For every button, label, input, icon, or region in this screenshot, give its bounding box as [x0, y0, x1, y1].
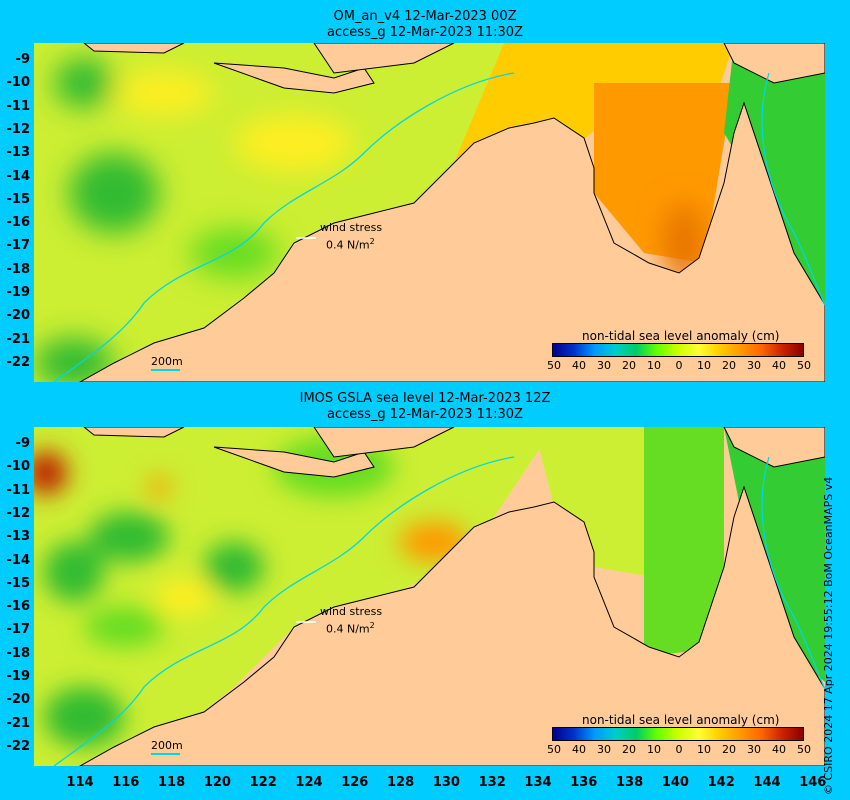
- latitude-tick-label: -17: [6, 238, 31, 254]
- latitude-tick-label: -20: [6, 692, 31, 708]
- depth-200m-contour: [53, 456, 515, 766]
- panel1-title-line1: OM_an_v4 12-Mar-2023 00Z: [333, 9, 517, 24]
- colorbar-tick-label: 30: [597, 359, 611, 372]
- ocean-anomaly-field: [34, 43, 825, 382]
- colorbar-tick-label: 40: [772, 743, 786, 756]
- sea-level-map-panel2: wind stress 0.4 N/m2 200m non-tidal sea …: [34, 427, 825, 766]
- colorbar-tick-label: 20: [722, 743, 736, 756]
- wind-stress-value: 0.4 N/m2: [326, 237, 375, 252]
- panel1-title-line2: access_g 12-Mar-2023 11:30Z: [327, 25, 523, 40]
- latitude-tick-label: -21: [6, 331, 31, 347]
- latitude-tick-label: -19: [6, 285, 31, 300]
- latitude-tick-label: -10: [6, 459, 31, 475]
- latitude-tick-label: -14: [6, 552, 31, 568]
- sea-level-map-panel1: wind stress 0.4 N/m2 200m non-tidal sea …: [34, 43, 825, 382]
- longitude-tick-label: 114: [66, 775, 94, 790]
- colorbar-tick-label: 40: [572, 359, 586, 372]
- latitude-tick-label: -9: [15, 436, 30, 451]
- colorbar-title: non-tidal sea level anomaly (cm): [582, 329, 780, 343]
- wind-stress-label: wind stress: [320, 605, 383, 618]
- scale-bar-label: 200m: [151, 739, 183, 752]
- longitude-tick-label: 124: [295, 775, 323, 790]
- colorbar-tick-label: 50: [797, 359, 811, 372]
- longitude-tick-label: 118: [158, 775, 186, 790]
- colorbar-tick-label: 30: [747, 359, 761, 372]
- longitude-tick-label: 146: [799, 775, 827, 790]
- latitude-tick-label: -16: [6, 215, 31, 231]
- latitude-tick-label: -15: [6, 575, 31, 591]
- latitude-tick-label: -18: [6, 261, 31, 277]
- latitude-tick-label: -12: [6, 121, 31, 137]
- longitude-tick-label: 126: [341, 775, 369, 790]
- colorbar-tick-label: 50: [547, 359, 561, 372]
- colorbar: [552, 343, 804, 357]
- latitude-tick-label: -9: [15, 52, 30, 67]
- colorbar-tick-label: 30: [747, 743, 761, 756]
- latitude-tick-label: -13: [6, 145, 31, 161]
- depth-200m-contour-east: [761, 456, 825, 690]
- latitude-tick-label: -17: [6, 622, 31, 638]
- colorbar-tick-label: 20: [722, 359, 736, 372]
- longitude-tick-label: 128: [387, 775, 415, 790]
- panel2-title-line1: IMOS GSLA sea level 12-Mar-2023 12Z: [299, 391, 551, 406]
- scale-bar-label: 200m: [151, 355, 183, 368]
- panel2-title-line2: access_g 12-Mar-2023 11:30Z: [327, 407, 523, 422]
- colorbar-tick-label: 40: [572, 743, 586, 756]
- longitude-tick-label: 134: [524, 775, 552, 790]
- colorbar-tick-label: 10: [647, 359, 661, 372]
- longitude-tick-label: 140: [661, 775, 689, 790]
- longitude-tick-label: 122: [249, 775, 277, 790]
- colorbar-tick-label: 50: [797, 743, 811, 756]
- longitude-tick-label: 142: [707, 775, 735, 790]
- wind-stress-label: wind stress: [320, 221, 383, 234]
- colorbar-tick-label: 30: [597, 743, 611, 756]
- map-layers: [34, 43, 825, 382]
- latitude-tick-label: -15: [6, 191, 31, 207]
- longitude-tick-label: 116: [112, 775, 140, 790]
- latitude-tick-label: -19: [6, 669, 31, 684]
- latitude-tick-label: -11: [6, 98, 31, 114]
- ocean-anomaly-field: [34, 427, 825, 766]
- latitude-tick-label: -13: [6, 529, 31, 545]
- latitude-tick-label: -16: [6, 599, 31, 615]
- colorbar-tick-label: 0: [675, 359, 683, 372]
- colorbar-tick-label: 20: [622, 359, 636, 372]
- colorbar-tick-label: 10: [697, 359, 711, 372]
- latitude-tick-label: -18: [6, 645, 31, 661]
- longitude-tick-label: 138: [616, 775, 644, 790]
- longitude-tick-label: 132: [478, 775, 506, 790]
- depth-200m-contour: [53, 72, 515, 382]
- latitude-tick-label: -20: [6, 308, 31, 324]
- australia-landmass: [78, 43, 825, 382]
- colorbar-tick-label: 10: [697, 743, 711, 756]
- latitude-tick-label: -22: [6, 738, 31, 754]
- australia-landmass: [78, 427, 825, 766]
- latitude-tick-label: -11: [6, 482, 31, 498]
- colorbar-tick-label: 50: [547, 743, 561, 756]
- depth-200m-contour-east: [761, 72, 825, 306]
- longitude-tick-label: 136: [570, 775, 598, 790]
- wind-stress-value: 0.4 N/m2: [326, 621, 375, 636]
- latitude-tick-label: -12: [6, 505, 31, 521]
- credit-text: © CSIRO 2024 17 Apr 2024 19:55:12 BoM Oc…: [822, 476, 835, 795]
- colorbar-tick-label: 20: [622, 743, 636, 756]
- latitude-tick-label: -21: [6, 715, 31, 731]
- colorbar-tick-label: 40: [772, 359, 786, 372]
- longitude-tick-label: 120: [203, 775, 231, 790]
- colorbar-tick-label: 0: [675, 743, 683, 756]
- map-layers: [34, 427, 825, 766]
- latitude-tick-label: -14: [6, 168, 31, 184]
- colorbar: [552, 727, 804, 741]
- latitude-tick-label: -22: [6, 354, 31, 370]
- colorbar-tick-label: 10: [647, 743, 661, 756]
- longitude-tick-label: 130: [432, 775, 460, 790]
- longitude-tick-label: 144: [753, 775, 781, 790]
- latitude-tick-label: -10: [6, 75, 31, 91]
- colorbar-title: non-tidal sea level anomaly (cm): [582, 713, 780, 727]
